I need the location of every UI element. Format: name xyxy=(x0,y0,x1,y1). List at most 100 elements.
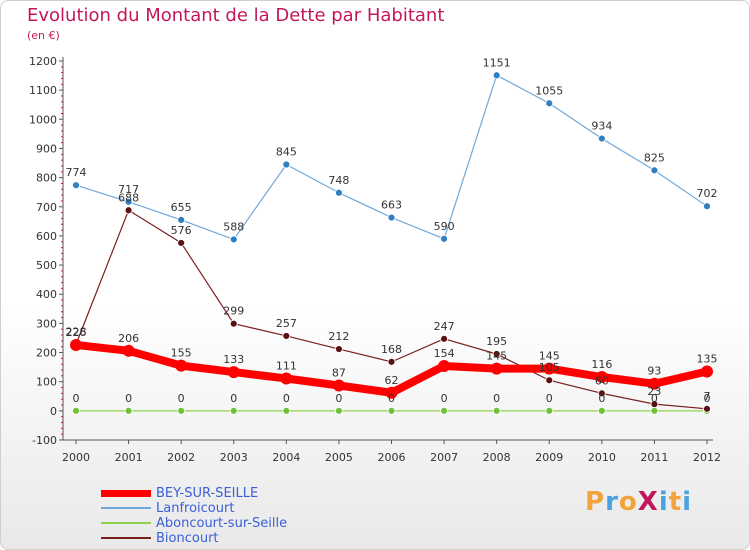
logo-letter: i xyxy=(658,487,669,517)
data-point xyxy=(703,404,711,413)
data-point xyxy=(650,400,659,409)
data-point xyxy=(387,213,396,222)
data-label: 0 xyxy=(546,392,553,405)
data-label: 116 xyxy=(591,358,612,371)
data-point xyxy=(280,372,293,385)
data-label: 133 xyxy=(223,353,244,366)
data-label: 0 xyxy=(283,392,290,405)
data-point xyxy=(650,406,659,415)
x-tick-label: 2009 xyxy=(535,451,563,464)
y-tick-label: 1100 xyxy=(29,84,57,97)
x-tick-label: 2005 xyxy=(325,451,353,464)
legend-swatch xyxy=(101,522,151,524)
logo-letter: t xyxy=(668,487,683,517)
data-label: 93 xyxy=(647,365,661,378)
data-label: 212 xyxy=(328,330,349,343)
y-tick-label: 300 xyxy=(36,317,57,330)
x-tick-label: 2008 xyxy=(483,451,511,464)
data-label: 0 xyxy=(493,392,500,405)
data-label: 228 xyxy=(66,325,87,338)
x-tick-label: 2002 xyxy=(167,451,195,464)
y-tick-label: 400 xyxy=(36,288,57,301)
y-tick-label: 100 xyxy=(36,376,57,389)
data-point xyxy=(492,350,501,358)
data-label: 576 xyxy=(171,224,192,237)
legend-label: Aboncourt-sur-Seille xyxy=(156,516,288,531)
data-point xyxy=(648,377,661,390)
data-point xyxy=(72,181,80,190)
data-label: 7 xyxy=(704,390,711,403)
x-tick-label: 2007 xyxy=(430,451,458,464)
data-label: 168 xyxy=(381,343,402,356)
data-label: 688 xyxy=(118,191,139,204)
data-label: 87 xyxy=(332,366,346,379)
chart-unit: (en €) xyxy=(27,29,60,42)
data-point xyxy=(701,365,713,378)
data-point xyxy=(440,334,448,343)
data-label: 0 xyxy=(178,392,185,405)
logo-letter: o xyxy=(618,487,638,517)
y-tick-label: 800 xyxy=(36,172,57,185)
data-point xyxy=(335,406,343,415)
data-label: 748 xyxy=(328,174,349,187)
data-point xyxy=(387,406,396,415)
legend-swatch xyxy=(101,537,151,539)
data-label: 845 xyxy=(276,145,297,158)
data-label: 145 xyxy=(539,350,560,363)
data-label: 206 xyxy=(118,332,139,345)
data-point xyxy=(229,319,238,328)
data-point xyxy=(124,206,133,215)
data-label: 1055 xyxy=(535,84,563,97)
data-label: 0 xyxy=(441,392,448,405)
data-point xyxy=(597,406,606,415)
data-point xyxy=(440,406,448,415)
data-label: 154 xyxy=(434,347,455,360)
proxiti-logo: ProXiti xyxy=(585,487,692,517)
legend-swatch xyxy=(101,507,151,509)
data-point xyxy=(70,338,82,351)
data-label: 663 xyxy=(381,199,402,212)
data-label: 257 xyxy=(276,317,297,330)
x-tick-label: 2001 xyxy=(115,451,143,464)
data-label: 717 xyxy=(118,183,139,196)
data-point xyxy=(545,99,554,108)
data-point xyxy=(492,406,501,415)
data-point xyxy=(545,406,554,415)
data-label: 145 xyxy=(486,350,507,363)
x-tick-label: 2000 xyxy=(62,451,90,464)
data-label: 23 xyxy=(647,385,661,398)
data-label: 774 xyxy=(66,166,87,179)
data-label: 60 xyxy=(595,374,609,387)
chart-title: Evolution du Montant de la Dette par Hab… xyxy=(27,5,445,26)
data-point xyxy=(72,406,80,415)
data-label: 62 xyxy=(385,374,399,387)
data-label: 135 xyxy=(697,352,718,365)
data-label: 111 xyxy=(276,359,297,372)
data-point xyxy=(335,345,343,353)
y-tick-label: 500 xyxy=(36,259,57,272)
data-point xyxy=(490,362,503,375)
legend-swatch xyxy=(101,489,151,497)
y-tick-label: -100 xyxy=(32,434,57,447)
y-tick-label: 1200 xyxy=(29,55,57,68)
x-tick-label: 2004 xyxy=(272,451,300,464)
data-point xyxy=(332,379,345,392)
x-tick-label: 2006 xyxy=(378,451,406,464)
y-tick-label: 600 xyxy=(36,230,57,243)
data-label: 1151 xyxy=(483,56,511,69)
data-point xyxy=(227,366,240,379)
data-point xyxy=(440,234,448,243)
x-tick-label: 2003 xyxy=(220,451,248,464)
data-label: 0 xyxy=(704,392,711,405)
data-point xyxy=(703,202,711,211)
data-point xyxy=(175,359,188,372)
data-label: 299 xyxy=(223,305,244,318)
data-point xyxy=(177,239,186,247)
data-label: 195 xyxy=(486,335,507,348)
data-label: 226 xyxy=(66,326,87,339)
legend-label: BEY-SUR-SEILLE xyxy=(156,486,259,501)
data-label: 825 xyxy=(644,151,665,164)
data-point xyxy=(545,376,554,385)
y-tick-label: 900 xyxy=(36,142,57,155)
data-point xyxy=(282,406,291,415)
